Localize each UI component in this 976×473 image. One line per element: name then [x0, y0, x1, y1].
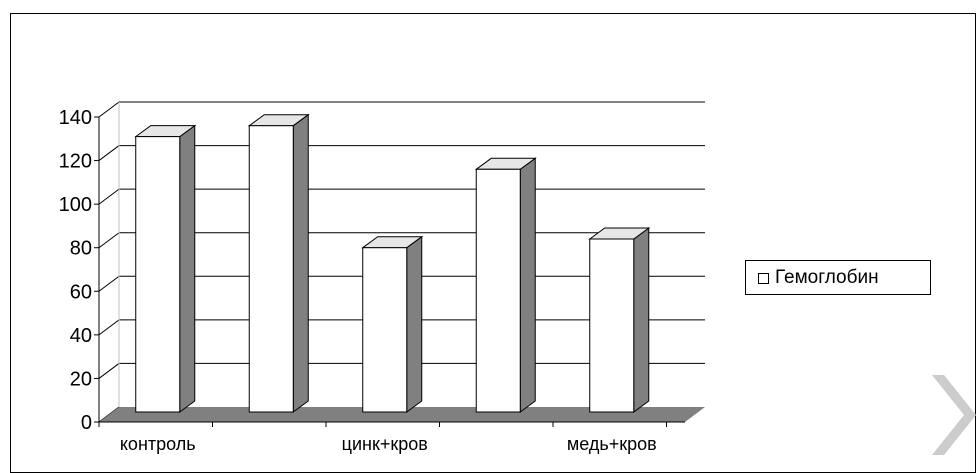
bar-side: [406, 235, 423, 413]
y-tick-label: 80: [70, 238, 92, 260]
gridline-diagonal: [98, 363, 120, 379]
bar-front: [589, 238, 635, 413]
gridline-diagonal: [98, 188, 120, 205]
bar-side: [519, 157, 536, 413]
y-tick-label: 140: [59, 107, 92, 129]
x-category-label: цинк+кров: [342, 434, 428, 454]
gridline-diagonal: [98, 275, 120, 292]
legend-label: Гемоглобин: [775, 266, 879, 288]
y-tick-label: 0: [81, 412, 92, 434]
bar: [588, 227, 651, 413]
x-category-label: контроль: [120, 434, 196, 454]
gridline-diagonal: [98, 232, 120, 249]
y-tick-label: 40: [70, 325, 92, 347]
x-category-label: медь+кров: [567, 434, 657, 454]
bars: [134, 113, 651, 413]
gridline-diagonal: [98, 319, 120, 336]
legend-swatch: [758, 273, 769, 284]
bar: [134, 124, 197, 413]
y-axis: [94, 116, 685, 427]
bar: [361, 235, 424, 413]
bar-front: [248, 125, 294, 413]
y-tick-label: 60: [70, 281, 92, 303]
bar-front: [475, 168, 521, 413]
corner-chevron-icon: [932, 375, 976, 455]
bar: [247, 113, 310, 413]
bar: [474, 157, 537, 413]
bar-front: [362, 247, 408, 413]
gridline-diagonal: [98, 145, 120, 161]
y-tick-label: 120: [59, 151, 92, 173]
legend: Гемоглобин: [745, 260, 931, 295]
axis-labels: 0 20 40 60 80 100 120 140 контроль цинк+кров медь+…: [59, 107, 657, 454]
gridline-diagonal: [98, 101, 120, 118]
bar-side: [292, 113, 309, 413]
bar-chart: 0 20 40 60 80 100 120 140 контроль цинк+кров медь+…: [59, 101, 705, 454]
bar-front: [135, 136, 181, 413]
y-tick-label: 20: [70, 368, 92, 390]
y-tick-label: 100: [59, 194, 92, 216]
bar-side: [179, 124, 196, 413]
bar-side: [633, 227, 650, 413]
